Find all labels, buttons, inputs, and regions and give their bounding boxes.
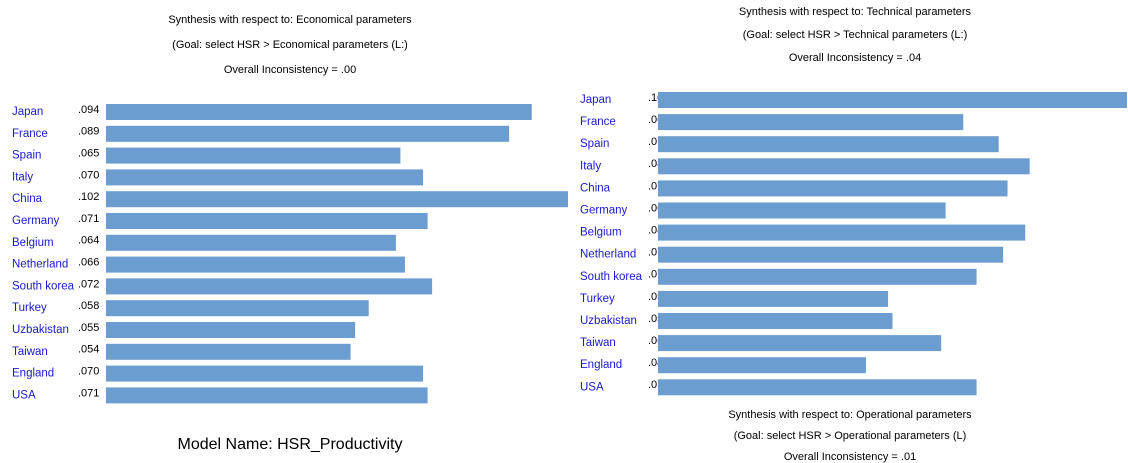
bar: [106, 387, 428, 404]
value-label: .065: [78, 148, 99, 160]
category-label: England: [12, 368, 54, 380]
bar: [106, 300, 369, 317]
bar: [658, 268, 977, 285]
bar: [658, 136, 999, 153]
category-label: France: [12, 128, 48, 140]
bar: [658, 202, 946, 219]
category-label: South korea: [12, 280, 75, 292]
bar: [106, 343, 351, 360]
bar: [658, 335, 942, 352]
value-label: .054: [78, 344, 99, 356]
chart-subtitle: (Goal: select HSR > Technical parameters…: [743, 29, 967, 41]
bar: [658, 357, 866, 374]
category-label: France: [580, 116, 616, 128]
bar: [106, 147, 401, 164]
category-label: Netherland: [12, 259, 68, 271]
category-label: Turkey: [12, 302, 47, 314]
category-label: Netherland: [580, 249, 636, 261]
value-label: .070: [78, 169, 99, 181]
category-label: Uzbakistan: [580, 315, 637, 327]
value-label: .064: [78, 235, 99, 247]
category-label: Italy: [580, 160, 601, 172]
model-name: Model Name: HSR_Productivity: [178, 436, 403, 453]
bar: [658, 158, 1030, 175]
bar: [658, 290, 889, 307]
bar: [658, 224, 1026, 241]
bar: [106, 191, 568, 208]
bar: [106, 365, 424, 382]
value-label: .089: [78, 126, 99, 138]
category-label: Spain: [580, 138, 609, 150]
bar: [106, 104, 532, 120]
category-label: China: [12, 193, 43, 205]
bar: [106, 278, 433, 295]
category-label: Germany: [580, 205, 628, 217]
bar: [106, 234, 396, 251]
value-label: .055: [78, 322, 99, 334]
category-label: Japan: [12, 106, 43, 118]
category-label: USA: [12, 389, 36, 401]
category-label: China: [580, 182, 611, 194]
value-label: .058: [78, 300, 99, 312]
category-label: Spain: [12, 150, 41, 162]
chart-title: Synthesis with respect to: Economical pa…: [168, 14, 412, 26]
category-label: Taiwan: [12, 346, 48, 358]
category-label: Uzbakistan: [12, 324, 69, 336]
category-label: England: [580, 359, 622, 371]
bar: [106, 213, 428, 229]
bar: [658, 246, 1004, 263]
bar: [658, 92, 1127, 108]
chart-subtitle: (Goal: select HSR > Economical parameter…: [172, 39, 408, 51]
value-label: .094: [78, 104, 99, 116]
value-label: .066: [78, 257, 99, 269]
category-label: Belgium: [12, 237, 54, 249]
category-label: Turkey: [580, 293, 615, 305]
section-title: Synthesis with respect to: Operational p…: [728, 409, 972, 421]
bar: [658, 114, 964, 131]
value-label: .102: [78, 191, 99, 203]
bar: [658, 313, 893, 329]
bar: [658, 180, 1008, 197]
value-label: .071: [78, 213, 99, 225]
section-subtitle: (Goal: select HSR > Operational paramete…: [734, 430, 967, 442]
category-label: South korea: [580, 271, 643, 283]
value-label: .070: [78, 366, 99, 378]
bar: [106, 256, 405, 273]
chart-note: Overall Inconsistency = .04: [789, 52, 921, 64]
chart-title: Synthesis with respect to: Technical par…: [739, 6, 972, 18]
bar: [106, 125, 510, 142]
value-label: .072: [78, 278, 99, 290]
bar: [658, 379, 977, 396]
bar: [106, 169, 424, 186]
category-label: Taiwan: [580, 337, 616, 349]
category-label: Belgium: [580, 227, 622, 239]
bar: [106, 322, 356, 338]
category-label: Japan: [580, 94, 611, 106]
section-note: Overall Inconsistency = .01: [784, 451, 916, 463]
category-label: Germany: [12, 215, 60, 227]
chart-note: Overall Inconsistency = .00: [224, 64, 356, 76]
category-label: Italy: [12, 171, 33, 183]
category-label: USA: [580, 381, 604, 393]
value-label: .071: [78, 387, 99, 399]
